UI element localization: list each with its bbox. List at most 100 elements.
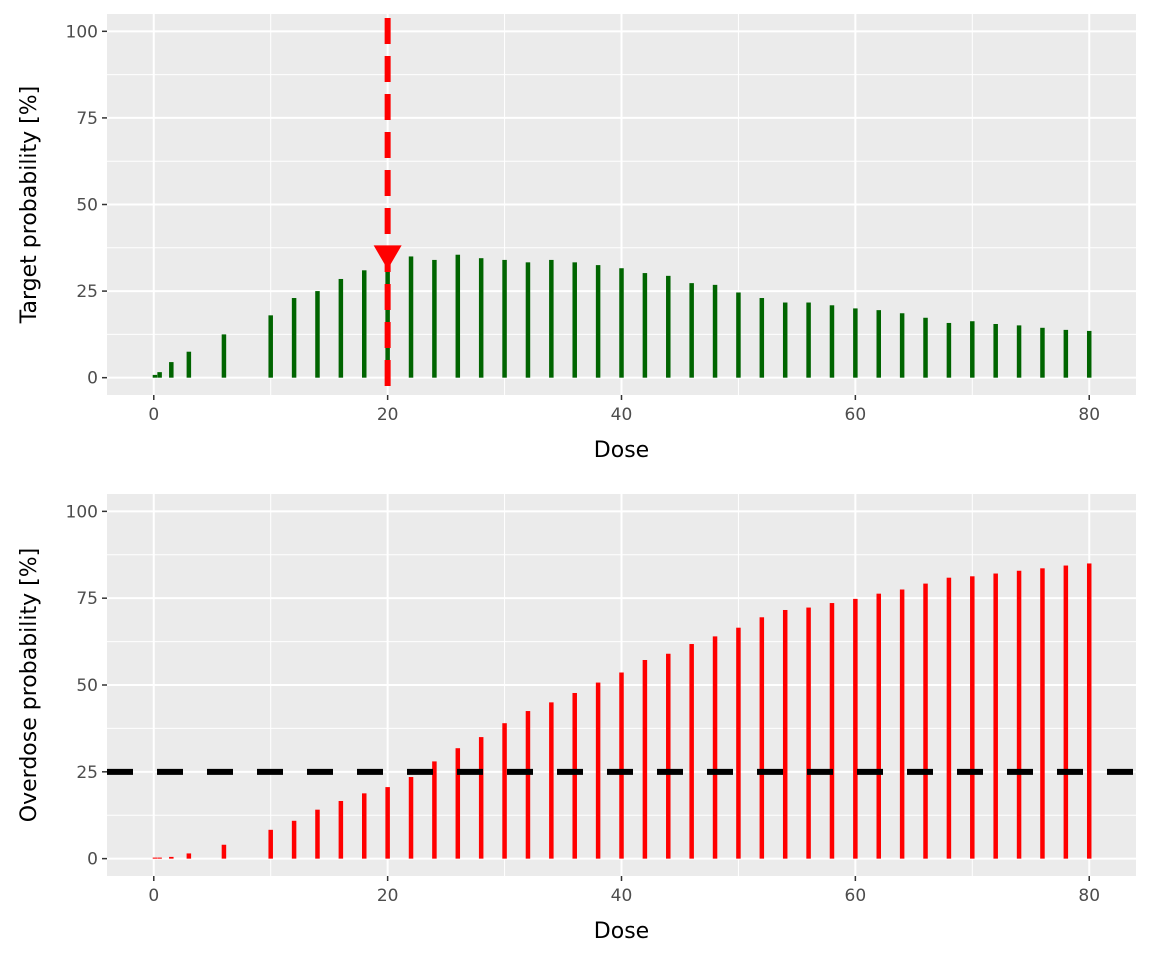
bar (689, 644, 694, 859)
bar (595, 682, 601, 859)
bar (923, 317, 928, 378)
bar (712, 284, 718, 378)
bar (268, 829, 273, 859)
bar (408, 777, 414, 859)
bar (502, 723, 507, 859)
bar (157, 372, 162, 378)
bar (736, 292, 741, 378)
bar (152, 374, 158, 378)
bar (853, 598, 858, 859)
bar (782, 609, 788, 859)
bar (1016, 570, 1022, 859)
bar (666, 275, 671, 378)
bar (899, 313, 905, 378)
bar (1063, 565, 1069, 859)
bar (970, 576, 975, 859)
bar (642, 659, 648, 859)
bar (525, 711, 531, 859)
bar (666, 653, 671, 859)
bar (1040, 568, 1045, 859)
y-tick-label: 0 (87, 850, 98, 870)
bar (782, 302, 788, 378)
bar (806, 607, 811, 859)
bar (736, 627, 741, 859)
bar (502, 259, 507, 378)
bar (186, 853, 192, 859)
bar (455, 748, 461, 859)
bar (970, 321, 975, 378)
y-tick-label: 25 (76, 282, 98, 302)
bar (338, 800, 344, 859)
bar (385, 787, 390, 859)
y-axis-label: Overdose probability [%] (17, 548, 42, 822)
bar (759, 617, 765, 859)
bar (385, 263, 390, 378)
panel-1: 0 20 40 60 80 0 25 50 75 100 Dose Target probabilit… (17, 14, 1136, 463)
bar (169, 362, 174, 378)
bar (806, 302, 811, 378)
bar (619, 672, 624, 859)
bar (759, 298, 765, 378)
bar (221, 844, 227, 859)
x-tick-label: 80 (1078, 886, 1100, 906)
y-tick-label: 0 (87, 369, 98, 389)
bar (291, 298, 297, 378)
bar (221, 334, 227, 378)
bar (455, 254, 461, 378)
panel-2: 0 20 40 60 80 0 25 50 75 100 Dose Overdose probabil… (17, 494, 1136, 944)
x-tick-label: 60 (845, 886, 867, 906)
bar (946, 577, 952, 859)
bar (829, 603, 835, 859)
bar (619, 268, 624, 378)
x-tick-label: 40 (611, 886, 633, 906)
y-tick-label: 100 (66, 22, 98, 42)
bar (186, 351, 192, 378)
x-tick-label: 40 (611, 405, 633, 425)
bar (923, 583, 928, 859)
bar (478, 737, 484, 859)
bar (1086, 563, 1092, 859)
x-axis-label: Dose (594, 438, 649, 463)
bar (595, 265, 601, 378)
bar (712, 636, 718, 859)
x-axis-label: Dose (594, 919, 649, 944)
y-tick-label: 50 (76, 196, 98, 216)
y-tick-label: 25 (76, 763, 98, 783)
bar (549, 259, 554, 378)
bar (338, 278, 344, 378)
x-tick-label: 20 (377, 886, 399, 906)
y-tick-label: 50 (76, 676, 98, 696)
bar (315, 291, 320, 378)
bar (432, 761, 437, 859)
bar (853, 308, 858, 378)
bar (549, 702, 554, 859)
bar (876, 593, 881, 859)
bar (572, 692, 577, 859)
bar (315, 809, 320, 859)
x-tick-label: 80 (1078, 405, 1100, 425)
bar (152, 857, 158, 859)
bar (1040, 327, 1045, 378)
bar (1016, 325, 1022, 378)
bar (408, 256, 414, 378)
bar (876, 310, 881, 378)
bar (642, 273, 648, 378)
bar (829, 305, 835, 378)
bar (362, 270, 367, 378)
y-tick-label: 75 (76, 109, 98, 129)
bar (1086, 330, 1092, 378)
bar (993, 573, 998, 859)
bar (268, 315, 273, 378)
bar (1063, 329, 1069, 378)
bar (572, 262, 577, 378)
x-tick-label: 20 (377, 405, 399, 425)
bar (432, 259, 437, 378)
bar (478, 258, 484, 378)
bar (689, 283, 694, 378)
y-tick-label: 100 (66, 502, 98, 522)
bar (899, 589, 905, 859)
bar (362, 793, 367, 859)
bar (157, 857, 162, 859)
recommended-dose-marker (373, 245, 402, 270)
